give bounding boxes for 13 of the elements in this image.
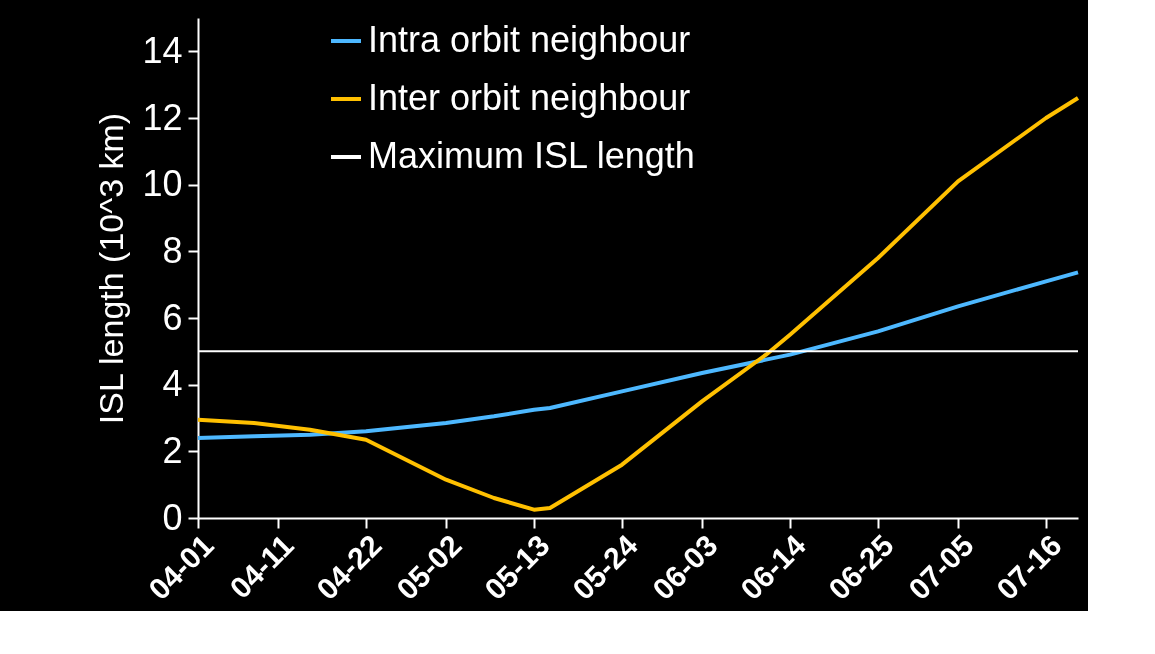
y-tick-label: 14: [142, 29, 183, 71]
legend-label: Maximum ISL length: [368, 135, 695, 176]
y-tick-label: 10: [142, 163, 183, 205]
legend-label: Inter orbit neighbour: [368, 77, 691, 118]
y-tick-label: 0: [162, 496, 183, 538]
y-tick-label: 2: [162, 429, 183, 471]
y-tick-label: 4: [162, 363, 183, 405]
y-axis-title: ISL length (10^3 km): [92, 112, 131, 425]
y-tick-label: 8: [162, 229, 183, 271]
y-tick-label: 12: [142, 96, 183, 138]
line-series: [196, 270, 1080, 440]
y-tick-label: 6: [162, 296, 183, 338]
legend-label: Intra orbit neighbour: [368, 19, 691, 60]
